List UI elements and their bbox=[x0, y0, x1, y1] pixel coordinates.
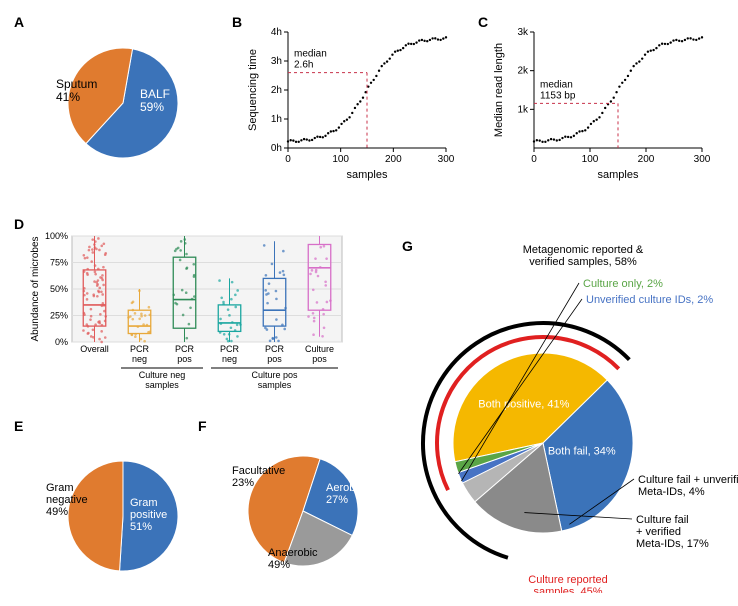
panel-a-label: A bbox=[14, 14, 24, 30]
svg-text:Aerobic27%: Aerobic27% bbox=[326, 482, 364, 506]
svg-text:Both positive, 41%: Both positive, 41% bbox=[478, 398, 569, 410]
svg-text:0h: 0h bbox=[271, 143, 282, 154]
svg-text:50%: 50% bbox=[50, 284, 68, 294]
svg-text:PCRpos: PCRpos bbox=[175, 344, 195, 364]
panel-c-chart: 0 100 200 300 1k 2k 3k samples Median read lengt… bbox=[490, 22, 710, 182]
panel-a-pie: BALF59%Sputum41% bbox=[28, 28, 198, 178]
svg-text:100%: 100% bbox=[45, 231, 68, 241]
panel-e-label: E bbox=[14, 418, 23, 434]
panel-f-label: F bbox=[198, 418, 207, 434]
svg-text:Culturepos: Culturepos bbox=[305, 344, 334, 364]
svg-text:Median read length: Median read length bbox=[493, 43, 505, 137]
svg-text:Culture fail + unverifiedMeta-: Culture fail + unverifiedMeta-IDs, 4% bbox=[638, 474, 738, 498]
svg-text:300: 300 bbox=[438, 154, 454, 165]
svg-text:Overall: Overall bbox=[80, 344, 109, 354]
svg-text:Culture possamples: Culture possamples bbox=[251, 370, 298, 390]
figure-root: A BALF59%Sputum41% B 0 100 200 300 0h 1h 2h 3h 4… bbox=[8, 8, 730, 598]
svg-text:Both fail, 34%: Both fail, 34% bbox=[548, 446, 616, 458]
svg-text:PCRpos: PCRpos bbox=[265, 344, 285, 364]
svg-text:Metagenomic reported &verified: Metagenomic reported &verified samples, … bbox=[523, 244, 644, 268]
svg-text:200: 200 bbox=[638, 154, 655, 165]
svg-text:Culture only, 2%: Culture only, 2% bbox=[583, 278, 663, 290]
svg-text:2h: 2h bbox=[271, 85, 282, 96]
panel-d-chart: 0% 25% 50% 75% 100% Abundance of microbes Over… bbox=[28, 230, 348, 390]
svg-text:0%: 0% bbox=[55, 337, 68, 347]
svg-text:samples: samples bbox=[347, 169, 388, 181]
svg-text:PCRneg: PCRneg bbox=[130, 344, 150, 364]
svg-text:25%: 25% bbox=[50, 311, 68, 321]
svg-text:100: 100 bbox=[582, 154, 599, 165]
panel-d-label: D bbox=[14, 216, 24, 232]
svg-text:75%: 75% bbox=[50, 258, 68, 268]
svg-text:PCRneg: PCRneg bbox=[220, 344, 240, 364]
svg-text:4h: 4h bbox=[271, 27, 282, 38]
svg-text:0: 0 bbox=[531, 154, 537, 165]
svg-text:0: 0 bbox=[285, 154, 291, 165]
svg-text:Abundance of microbes: Abundance of microbes bbox=[30, 236, 41, 341]
svg-text:Culture reportedsamples, 45%: Culture reportedsamples, 45% bbox=[528, 574, 608, 593]
svg-text:Unverified culture IDs, 2%: Unverified culture IDs, 2% bbox=[586, 294, 713, 306]
svg-text:1k: 1k bbox=[517, 104, 529, 115]
panel-g-chart: Both positive, 41% Both fail, 34% Metageno… bbox=[388, 223, 738, 593]
panel-e-pie: Grampositive51%Gramnegative49% bbox=[28, 436, 198, 586]
svg-text:samples: samples bbox=[598, 169, 639, 181]
svg-text:2k: 2k bbox=[517, 66, 529, 77]
svg-text:300: 300 bbox=[694, 154, 710, 165]
svg-text:200: 200 bbox=[385, 154, 402, 165]
svg-text:median2.6h: median2.6h bbox=[294, 49, 327, 71]
panel-b-label: B bbox=[232, 14, 242, 30]
svg-text:Culture negsamples: Culture negsamples bbox=[139, 370, 186, 390]
panel-f-pie: Anaerobic49%Aerobic27%Facultative23% bbox=[208, 436, 388, 586]
svg-text:1h: 1h bbox=[271, 114, 282, 125]
svg-text:median1153 bp: median1153 bp bbox=[540, 79, 576, 101]
svg-text:3k: 3k bbox=[517, 27, 529, 38]
panel-b-chart: 0 100 200 300 0h 1h 2h 3h 4h samples Sequencing ti… bbox=[244, 22, 454, 182]
svg-text:Sequencing time: Sequencing time bbox=[247, 49, 259, 131]
panel-c-label: C bbox=[478, 14, 488, 30]
svg-text:Culture fail+ verifiedMeta-IDs: Culture fail+ verifiedMeta-IDs, 17% bbox=[636, 514, 709, 550]
svg-text:3h: 3h bbox=[271, 56, 282, 67]
svg-text:100: 100 bbox=[332, 154, 349, 165]
